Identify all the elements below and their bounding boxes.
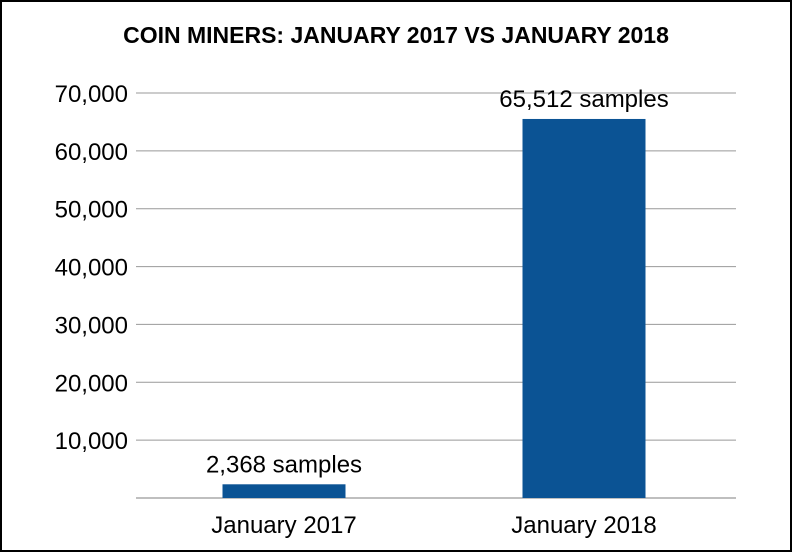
x-tick-label: January 2018 — [511, 512, 656, 539]
chart-title: COIN MINERS: JANUARY 2017 VS JANUARY 201… — [123, 22, 669, 48]
y-tick-label: 50,000 — [55, 197, 128, 224]
bars — [222, 118, 646, 499]
y-tick-label: 40,000 — [55, 255, 128, 282]
y-tick-label: 70,000 — [55, 81, 128, 108]
bar-january-2017 — [222, 484, 346, 498]
y-tick-label: 30,000 — [55, 312, 128, 339]
bar-data-labels: 2,368 samples 65,512 samples — [206, 86, 669, 478]
x-axis-tick-labels: January 2017 January 2018 — [211, 512, 656, 539]
bar-january-2018 — [522, 118, 646, 499]
y-tick-label: 60,000 — [55, 139, 128, 166]
y-tick-label: 20,000 — [55, 370, 128, 397]
y-axis-tick-labels: 10,000 20,000 30,000 40,000 50,000 60,000 70,0… — [55, 81, 128, 455]
y-tick-label: 10,000 — [55, 428, 128, 455]
bar-data-label: 2,368 samples — [206, 451, 362, 478]
bar-data-label: 65,512 samples — [499, 86, 668, 113]
x-tick-label: January 2017 — [211, 512, 356, 539]
gridlines — [136, 92, 736, 499]
